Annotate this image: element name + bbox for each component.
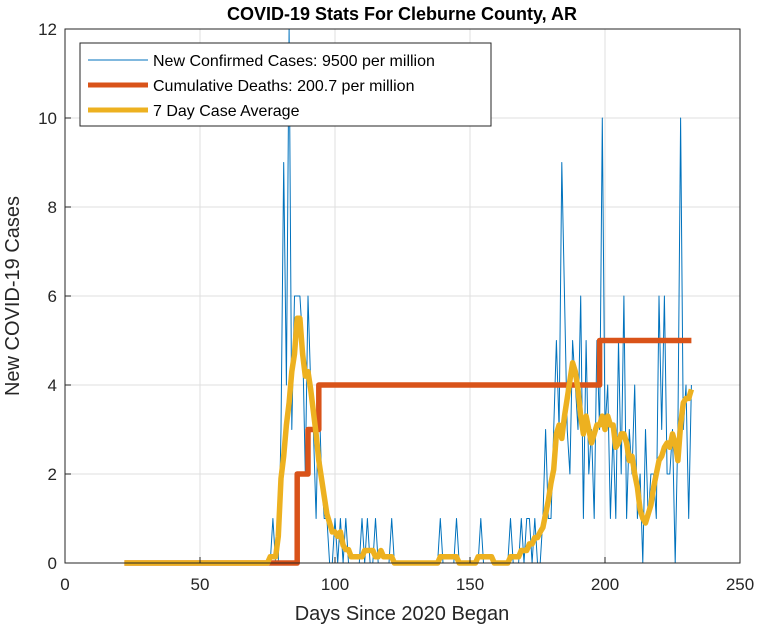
x-tick-label: 0 — [60, 575, 69, 594]
x-axis-ticks: 0 50 100 150 200 250 — [60, 557, 754, 594]
legend-entry-cumulative-deaths: Cumulative Deaths: 200.7 per million — [153, 78, 414, 95]
y-axis-label: New COVID-19 Cases — [2, 196, 24, 396]
y-tick-label: 2 — [48, 465, 57, 484]
chart-title: COVID-19 Stats For Cleburne County, AR — [227, 4, 577, 24]
y-tick-label: 8 — [48, 198, 57, 217]
x-tick-label: 100 — [321, 575, 349, 594]
legend-entry-new-cases: New Confirmed Cases: 9500 per million — [153, 53, 435, 70]
x-tick-label: 150 — [456, 575, 484, 594]
x-axis-label: Days Since 2020 Began — [295, 603, 510, 625]
legend-box — [79, 42, 492, 127]
y-tick-label: 0 — [48, 554, 57, 573]
series-line-seven-day-average — [124, 315, 695, 566]
y-tick-label: 6 — [48, 287, 57, 306]
y-tick-label: 12 — [38, 20, 57, 39]
y-tick-label: 4 — [48, 376, 57, 395]
y-tick-label: 10 — [38, 109, 57, 128]
x-tick-label: 200 — [591, 575, 619, 594]
x-tick-label: 50 — [191, 575, 210, 594]
legend: New Confirmed Cases: 9500 per million Cu… — [79, 42, 492, 127]
y-axis-ticks: 0 2 4 6 8 10 12 — [38, 20, 71, 573]
x-tick-label: 250 — [726, 575, 754, 594]
legend-entry-seven-day-average: 7 Day Case Average — [153, 103, 300, 120]
